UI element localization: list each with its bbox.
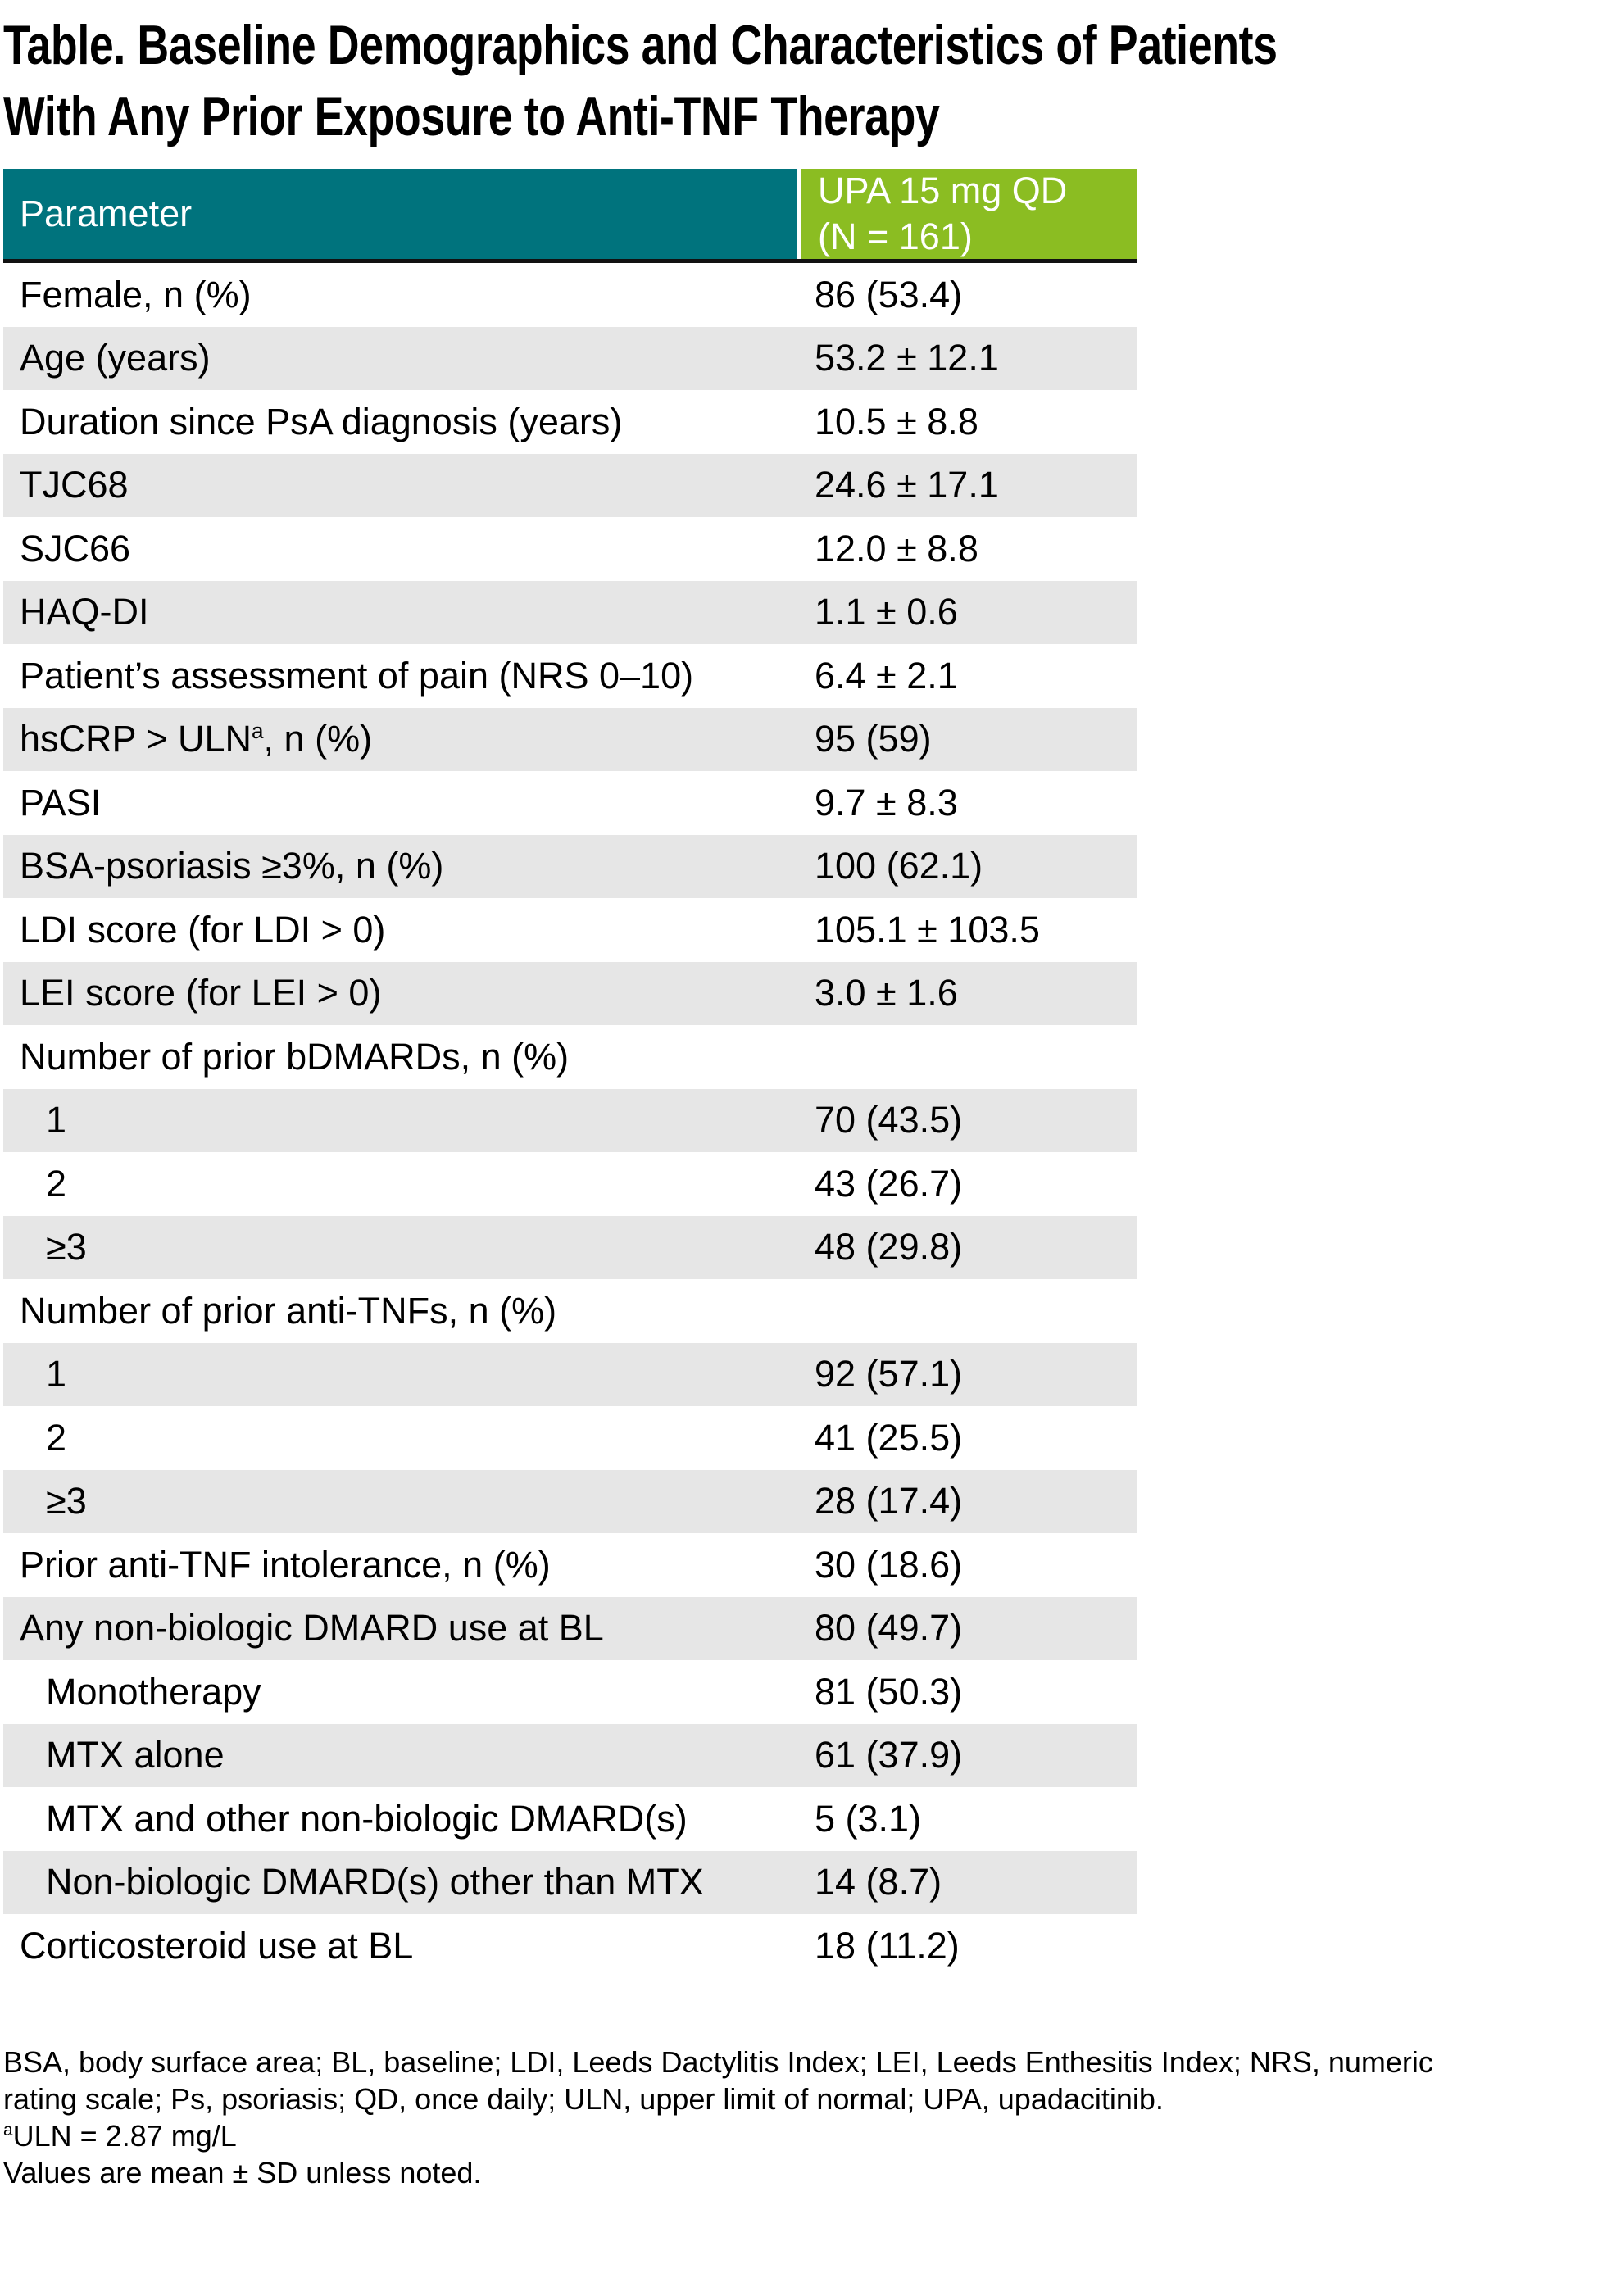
demographics-table: Parameter UPA 15 mg QD (N = 161) Female,… [3,169,1137,1978]
parameter-cell: 2 [46,1162,67,1205]
value-cell: 95 (59) [815,718,932,760]
parameter-cell: Prior anti-TNF intolerance, n (%) [20,1543,551,1586]
parameter-cell: MTX alone [46,1734,225,1776]
table-row: 1 92 (57.1) [3,1342,1137,1406]
value-cell: 9.7 ± 8.3 [815,781,958,824]
table-row: Any non-biologic DMARD use at BL 80 (49.7… [3,1596,1137,1660]
parameter-cell: Monotherapy [46,1670,261,1713]
value-cell: 3.0 ± 1.6 [815,972,958,1014]
table-row: TJC68 24.6 ± 17.1 [3,453,1137,517]
value-cell: 80 (49.7) [815,1607,963,1649]
header-column-divider [797,169,801,259]
value-cell: 41 (25.5) [815,1416,963,1459]
parameter-cell: TJC68 [20,464,129,506]
abbreviations-line2: rating scale; Ps, psoriasis; QD, once da… [3,2081,1164,2116]
table-row: 2 41 (25.5) [3,1406,1137,1470]
table-row: BSA-psoriasis ≥3%, n (%) 100 (62.1) [3,834,1137,898]
parameter-header-label: Parameter [20,193,193,234]
value-cell: 30 (18.6) [815,1543,963,1586]
parameter-cell: BSA-psoriasis ≥3%, n (%) [20,845,444,887]
value-cell: 14 (8.7) [815,1861,942,1904]
table-row: hsCRP > ULNa, n (%) 95 (59) [3,707,1137,771]
value-cell: 1.1 ± 0.6 [815,591,958,633]
parameter-cell: Duration since PsA diagnosis (years) [20,400,623,442]
value-cell: 81 (50.3) [815,1670,963,1713]
parameter-cell: Patient’s assessment of pain (NRS 0–10) [20,654,694,697]
value-cell: 105.1 ± 103.5 [815,908,1040,951]
table-row: MTX alone 61 (37.9) [3,1723,1137,1787]
parameter-cell: Female, n (%) [20,273,252,315]
value-cell: 24.6 ± 17.1 [815,464,999,506]
parameter-cell: SJC66 [20,527,131,569]
table-row: HAQ-DI 1.1 ± 0.6 [3,580,1137,644]
table-row: MTX and other non-biologic DMARD(s) 5 (3.… [3,1787,1137,1851]
parameter-cell: ≥3 [46,1226,87,1268]
footnotes: BSA, body surface area; BL, baseline; LD… [3,2044,1598,2191]
page-title: Table. Baseline Demographics and Charact… [3,10,1278,152]
uln-footnote-text: ULN = 2.87 mg/L [12,2118,237,2153]
parameter-cell: PASI [20,781,102,824]
parameter-cell: 1 [46,1353,67,1395]
value-cell: 100 (62.1) [815,845,983,887]
table-row: 1 70 (43.5) [3,1088,1137,1152]
value-cell: 43 (26.7) [815,1162,963,1205]
value-cell: 12.0 ± 8.8 [815,527,978,569]
table-row: PASI 9.7 ± 8.3 [3,771,1137,835]
parameter-cell: MTX and other non-biologic DMARD(s) [46,1797,688,1840]
parameter-cell: LEI score (for LEI > 0) [20,972,382,1014]
table-row: LEI score (for LEI > 0) 3.0 ± 1.6 [3,961,1137,1025]
parameter-cell: HAQ-DI [20,591,149,633]
table-row: Number of prior bDMARDs, n (%) [3,1025,1137,1089]
table-row: ≥3 28 (17.4) [3,1469,1137,1533]
value-cell: 92 (57.1) [815,1353,963,1395]
value-cell: 61 (37.9) [815,1734,963,1776]
value-cell: 86 (53.4) [815,273,963,315]
page: Table. Baseline Demographics and Charact… [3,10,1598,2191]
parameter-cell: 1 [46,1099,67,1141]
parameter-cell: Corticosteroid use at BL [20,1924,414,1967]
abbreviations-line1: BSA, body surface area; BL, baseline; LD… [3,2044,1433,2079]
table-row: Age (years) 53.2 ± 12.1 [3,326,1137,390]
table-row: 2 43 (26.7) [3,1152,1137,1216]
table-row: ≥3 48 (29.8) [3,1215,1137,1279]
value-cell: 18 (11.2) [815,1924,960,1967]
table-row: LDI score (for LDI > 0) 105.1 ± 103.5 [3,898,1137,962]
value-cell: 53.2 ± 12.1 [815,337,999,379]
value-cell: 70 (43.5) [815,1099,963,1141]
table-row: Non-biologic DMARD(s) other than MTX 14 (… [3,1850,1137,1914]
parameter-cell: hsCRP > ULNa, n (%) [20,718,373,760]
parameter-cell: Number of prior bDMARDs, n (%) [20,1035,570,1078]
table-row: Female, n (%) 86 (53.4) [3,263,1137,327]
page-title-line1: Table. Baseline Demographics and Charact… [3,14,1278,76]
uln-footnote-marker: a [3,2120,13,2139]
table-body: Female, n (%) 86 (53.4) Age (years) 53.2 ± … [3,263,1137,1978]
column-header-upa-15mg: UPA 15 mg QD (N = 161) [801,169,1137,259]
value-cell: 6.4 ± 2.1 [815,654,958,697]
parameter-cell: Number of prior anti-TNFs, n (%) [20,1289,557,1332]
table-row: Duration since PsA diagnosis (years) 10.5… [3,390,1137,454]
upa-header-line2: (N = 161) [818,216,973,257]
parameter-cell: ≥3 [46,1480,87,1522]
parameter-cell: 2 [46,1416,67,1459]
values-footnote: Values are mean ± SD unless noted. [3,2155,482,2189]
value-cell: 28 (17.4) [815,1480,963,1522]
table-row: SJC66 12.0 ± 8.8 [3,517,1137,581]
value-cell: 48 (29.8) [815,1226,963,1268]
table-header-row: Parameter UPA 15 mg QD (N = 161) [3,169,1137,263]
value-cell: 5 (3.1) [815,1797,922,1840]
table-row: Prior anti-TNF intolerance, n (%) 30 (18.… [3,1533,1137,1597]
parameter-cell: Non-biologic DMARD(s) other than MTX [46,1861,704,1904]
page-title-line2: With Any Prior Exposure to Anti-TNF Ther… [3,85,940,147]
parameter-cell: LDI score (for LDI > 0) [20,908,386,951]
upa-header-line1: UPA 15 mg QD [818,170,1068,211]
parameter-cell: Any non-biologic DMARD use at BL [20,1607,604,1649]
table-row: Patient’s assessment of pain (NRS 0–10) 6… [3,644,1137,708]
parameter-cell: Age (years) [20,337,211,379]
column-header-parameter: Parameter [3,169,797,259]
uln-footnote: aULN = 2.87 mg/L [3,2117,1598,2154]
value-cell: 10.5 ± 8.8 [815,400,978,442]
table-row: Monotherapy 81 (50.3) [3,1660,1137,1724]
table-row: Corticosteroid use at BL 18 (11.2) [3,1914,1137,1978]
table-row: Number of prior anti-TNFs, n (%) [3,1279,1137,1343]
